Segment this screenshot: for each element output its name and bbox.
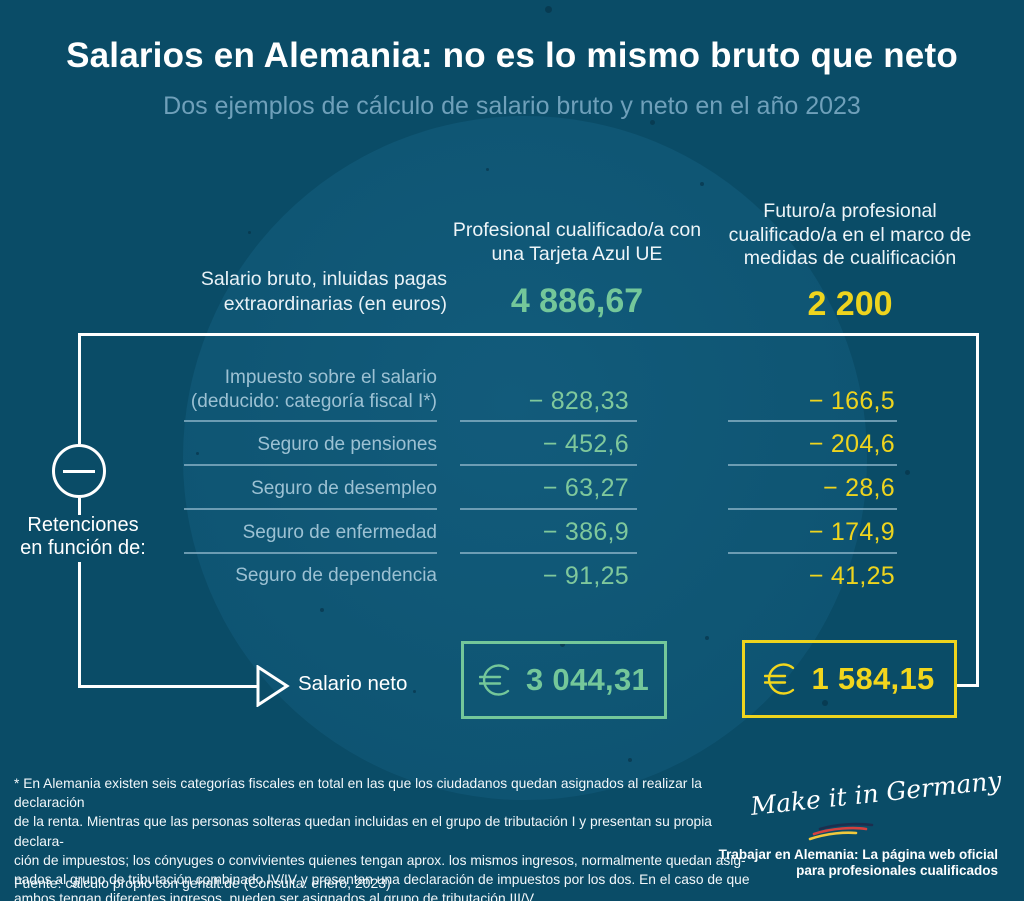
column1-header-line1: Profesional cualificado/a con xyxy=(452,219,702,241)
row-label-pension: Seguro de pensiones xyxy=(257,434,437,455)
row-value-income-tax-col2: − 166,5 xyxy=(808,387,895,415)
bracket-label-line2: en función de: xyxy=(20,537,146,559)
row-value-income-tax-col1: − 828,33 xyxy=(528,387,629,415)
row-divider xyxy=(460,420,637,422)
bracket-line-right-elbow xyxy=(956,684,979,687)
row-divider xyxy=(184,508,437,510)
german-flag-swoosh-icon xyxy=(808,822,874,841)
texture-dot xyxy=(628,758,632,762)
texture-dot xyxy=(860,398,864,402)
row-divider xyxy=(184,420,437,422)
row-label-health: Seguro de enfermedad xyxy=(242,522,437,543)
net-box-qualification: 1 584,15 xyxy=(742,640,957,718)
source-line: Fuente: cálculo propio con gehalt.de (Co… xyxy=(14,875,391,891)
net-value-qualification: 1 584,15 xyxy=(811,661,935,696)
row-divider xyxy=(184,464,437,466)
page-subtitle: Dos ejemplos de cálculo de salario bruto… xyxy=(163,92,861,120)
column2-header-line2: cualificado/a en el marco de xyxy=(728,223,972,246)
column-header-blue-card: Profesional cualificado/a con una Tarjet… xyxy=(437,218,717,266)
row-label-unemployment: Seguro de desempleo xyxy=(251,478,437,499)
row-label-care: Seguro de dependencia xyxy=(235,565,437,586)
texture-dot xyxy=(196,452,199,455)
footnote-line5: ambos tengan diferentes ingresos, pueden… xyxy=(14,891,537,901)
euro-icon xyxy=(764,663,795,695)
gross-value-qualification: 2 200 xyxy=(807,285,893,323)
row0-label-line2: (deducido: categoría fiscal I*) xyxy=(190,391,437,412)
net-value-blue-card: 3 044,31 xyxy=(525,662,650,697)
row-divider xyxy=(460,552,637,554)
row-value-pension-col2: − 204,6 xyxy=(808,430,895,458)
footnote-line2: de la renta. Mientras que las personas s… xyxy=(14,814,712,849)
column2-header-line1: Futuro/a profesional xyxy=(763,200,937,222)
row-divider xyxy=(728,464,897,466)
column2-header-line3: medidas de cualificación xyxy=(743,247,957,269)
bracket-line-left-upper xyxy=(78,333,81,444)
minus-bar xyxy=(63,469,95,473)
texture-dot xyxy=(486,168,489,171)
row-value-health-col1: − 386,9 xyxy=(542,518,629,546)
bracket-line-bottom xyxy=(78,685,258,688)
texture-dot xyxy=(560,642,565,647)
texture-dot xyxy=(650,120,655,125)
texture-dot xyxy=(905,470,910,475)
row-value-care-col2: − 41,25 xyxy=(808,562,895,590)
row-divider xyxy=(728,420,897,422)
bracket-line-left-lower xyxy=(78,562,81,688)
row-value-care-col1: − 91,25 xyxy=(542,562,629,590)
texture-dot xyxy=(545,6,552,13)
texture-dot xyxy=(822,700,828,706)
gross-value-blue-card: 4 886,67 xyxy=(510,282,644,320)
deductions-bracket-label: Retenciones en función de: xyxy=(2,514,164,560)
row-divider xyxy=(728,508,897,510)
row-label-income-tax: Impuesto sobre el salario (deducido: cat… xyxy=(77,366,437,414)
column-header-qualification: Futuro/a profesional cualificado/a en el… xyxy=(715,200,985,271)
row-value-pension-col1: − 452,6 xyxy=(542,430,629,458)
gross-salary-label-line1: Salario bruto, inluidas pagas xyxy=(200,268,447,290)
row0-label-line1: Impuesto sobre el salario xyxy=(224,367,437,388)
gross-salary-label: Salario bruto, inluidas pagas extraordin… xyxy=(107,267,447,316)
footnote: * En Alemania existen seis categorías fi… xyxy=(14,774,754,901)
texture-dot xyxy=(700,182,704,186)
bracket-label-line1: Retenciones xyxy=(27,514,139,536)
net-box-blue-card: 3 044,31 xyxy=(461,641,667,719)
texture-dot xyxy=(248,231,251,234)
euro-icon xyxy=(478,664,510,696)
texture-dot xyxy=(320,608,324,612)
row-divider xyxy=(728,552,897,554)
minus-circle-icon xyxy=(52,444,106,498)
row-divider xyxy=(460,508,637,510)
row-value-health-col2: − 174,9 xyxy=(808,518,895,546)
column1-header-line2: una Tarjeta Azul UE xyxy=(491,243,663,265)
row-value-unemployment-col2: − 28,6 xyxy=(822,474,895,502)
footnote-line1: * En Alemania existen seis categorías fi… xyxy=(14,776,702,811)
footnote-line4: nados al grupo de tributación combinado … xyxy=(14,872,750,888)
background-circle xyxy=(183,116,867,800)
page-title: Salarios en Alemania: no es lo mismo bru… xyxy=(66,36,958,75)
row-value-unemployment-col1: − 63,27 xyxy=(542,474,629,502)
net-salary-label: Salario neto xyxy=(298,672,408,695)
row-divider xyxy=(184,552,437,554)
bracket-line-right xyxy=(976,333,979,687)
texture-dot xyxy=(413,690,416,693)
gross-salary-label-line2: extraordinarias (en euros) xyxy=(223,292,447,315)
bracket-line-top xyxy=(78,333,979,336)
logo-tagline: Trabajar en Alemania: La página web ofic… xyxy=(719,847,998,878)
make-it-in-germany-logo: Make it in Germany xyxy=(749,765,1003,821)
texture-dot xyxy=(705,636,709,640)
row-divider xyxy=(460,464,637,466)
footnote-line3: ción de impuestos; los cónyuges o conviv… xyxy=(14,852,746,868)
bracket-line-left-mid xyxy=(78,498,81,515)
tagline-line2: para profesionales cualificados xyxy=(796,862,998,878)
arrow-right-icon xyxy=(256,665,290,707)
tagline-line1: Trabajar en Alemania: La página web ofic… xyxy=(718,847,998,862)
